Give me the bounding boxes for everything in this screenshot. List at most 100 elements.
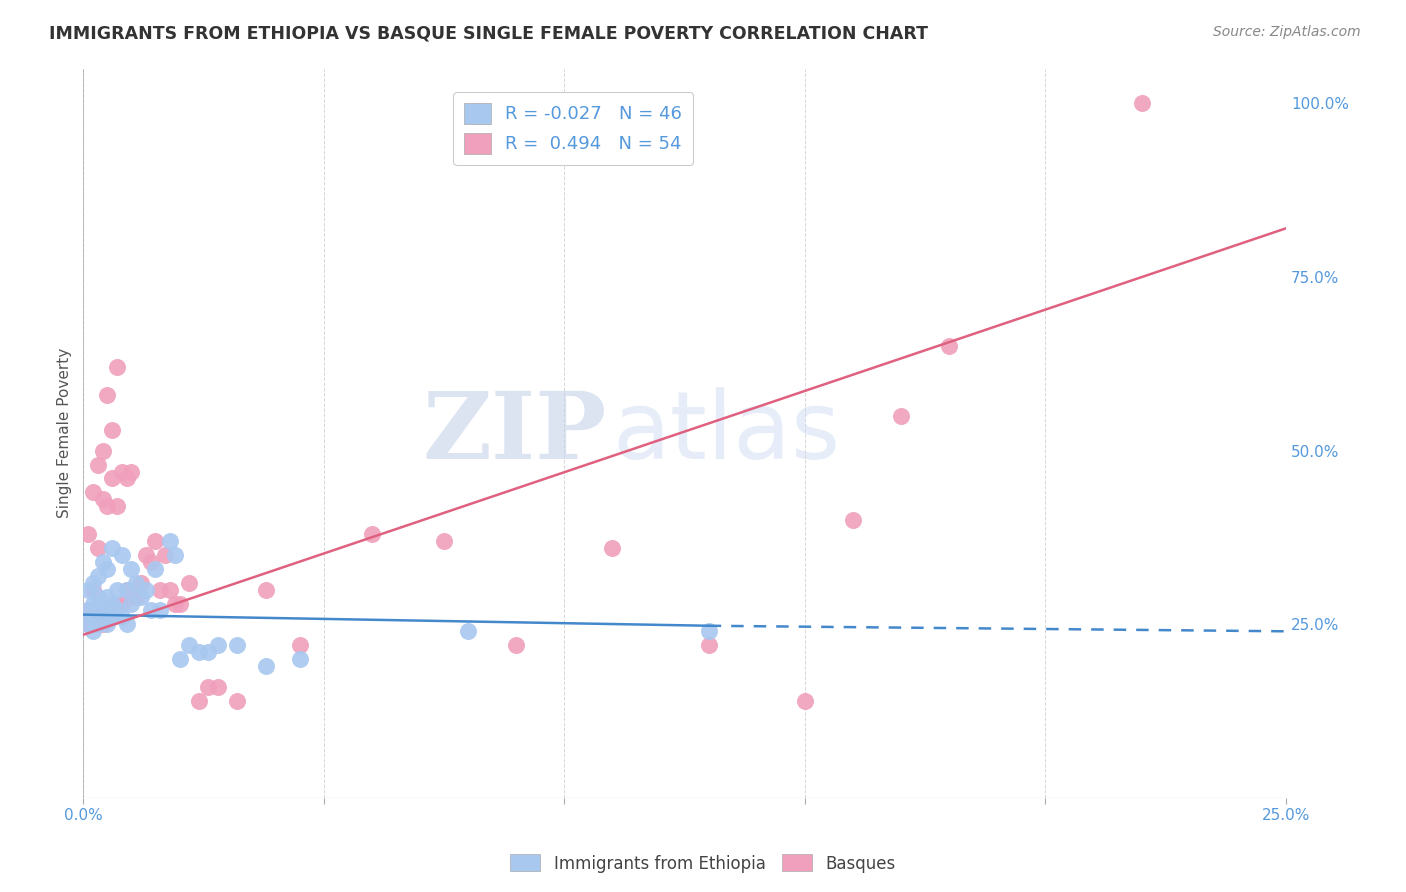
Point <box>105 500 128 514</box>
Point <box>125 575 148 590</box>
Point <box>159 582 181 597</box>
Point <box>125 590 148 604</box>
Point <box>87 458 110 472</box>
Point <box>96 603 118 617</box>
Point <box>87 568 110 582</box>
Point <box>96 562 118 576</box>
Point <box>505 638 527 652</box>
Point <box>207 638 229 652</box>
Point <box>890 409 912 423</box>
Point <box>254 659 277 673</box>
Point <box>101 597 124 611</box>
Point <box>115 617 138 632</box>
Point <box>163 597 186 611</box>
Point <box>179 638 201 652</box>
Point <box>77 617 100 632</box>
Point <box>135 548 157 562</box>
Point <box>82 575 104 590</box>
Point <box>111 597 134 611</box>
Point <box>149 603 172 617</box>
Text: IMMIGRANTS FROM ETHIOPIA VS BASQUE SINGLE FEMALE POVERTY CORRELATION CHART: IMMIGRANTS FROM ETHIOPIA VS BASQUE SINGL… <box>49 25 928 43</box>
Point <box>101 471 124 485</box>
Point <box>197 645 219 659</box>
Point <box>120 562 142 576</box>
Point <box>111 548 134 562</box>
Point <box>101 541 124 555</box>
Point <box>77 603 100 617</box>
Point <box>111 465 134 479</box>
Point <box>101 423 124 437</box>
Point <box>153 548 176 562</box>
Point <box>254 582 277 597</box>
Point <box>91 617 114 632</box>
Point <box>91 597 114 611</box>
Point <box>163 548 186 562</box>
Point <box>105 360 128 375</box>
Point <box>77 617 100 632</box>
Point <box>91 555 114 569</box>
Point <box>129 575 152 590</box>
Point <box>129 590 152 604</box>
Point <box>145 562 167 576</box>
Point <box>82 485 104 500</box>
Point <box>433 533 456 548</box>
Legend: R = -0.027   N = 46, R =  0.494   N = 54: R = -0.027 N = 46, R = 0.494 N = 54 <box>453 92 693 164</box>
Point <box>91 492 114 507</box>
Text: atlas: atlas <box>613 387 841 479</box>
Point <box>135 582 157 597</box>
Point <box>96 500 118 514</box>
Point <box>139 603 162 617</box>
Point <box>87 541 110 555</box>
Text: ZIP: ZIP <box>422 388 606 478</box>
Point <box>793 694 815 708</box>
Point <box>842 513 865 527</box>
Point <box>96 617 118 632</box>
Point <box>77 582 100 597</box>
Point <box>197 680 219 694</box>
Point <box>115 471 138 485</box>
Point <box>169 652 191 666</box>
Point <box>159 533 181 548</box>
Point <box>938 339 960 353</box>
Point <box>149 582 172 597</box>
Point <box>87 617 110 632</box>
Point <box>288 652 311 666</box>
Point <box>91 610 114 624</box>
Point <box>91 443 114 458</box>
Point <box>602 541 624 555</box>
Point <box>82 597 104 611</box>
Point <box>697 624 720 639</box>
Point <box>96 388 118 402</box>
Point <box>187 694 209 708</box>
Point <box>111 610 134 624</box>
Point <box>120 597 142 611</box>
Point <box>115 582 138 597</box>
Point <box>1130 96 1153 111</box>
Point <box>169 597 191 611</box>
Point <box>87 610 110 624</box>
Point <box>77 527 100 541</box>
Text: Source: ZipAtlas.com: Source: ZipAtlas.com <box>1213 25 1361 39</box>
Point <box>105 597 128 611</box>
Point <box>105 582 128 597</box>
Point <box>120 590 142 604</box>
Point <box>139 555 162 569</box>
Point <box>101 610 124 624</box>
Point <box>697 638 720 652</box>
Point <box>207 680 229 694</box>
Point <box>82 617 104 632</box>
Point <box>105 603 128 617</box>
Point <box>145 533 167 548</box>
Point <box>457 624 479 639</box>
Point <box>187 645 209 659</box>
Point <box>77 603 100 617</box>
Point <box>82 624 104 639</box>
Point <box>120 465 142 479</box>
Point <box>179 575 201 590</box>
Point <box>82 610 104 624</box>
Point <box>101 610 124 624</box>
Point <box>87 590 110 604</box>
Y-axis label: Single Female Poverty: Single Female Poverty <box>58 348 72 518</box>
Point <box>226 638 249 652</box>
Point <box>288 638 311 652</box>
